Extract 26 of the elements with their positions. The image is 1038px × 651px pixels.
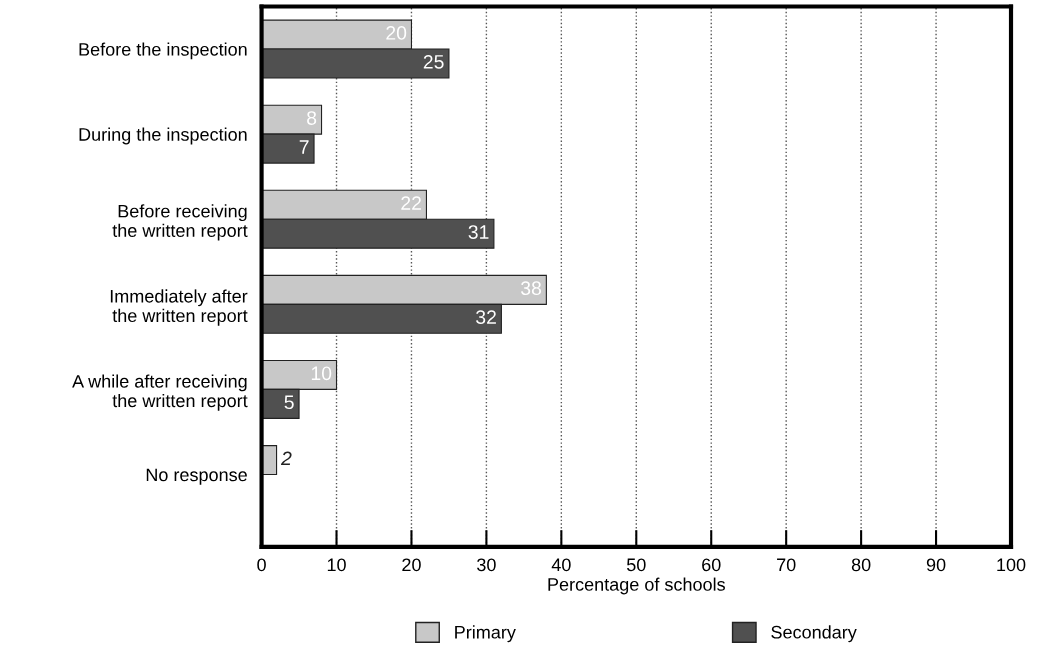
y-tick-label: Immediately after the written report [110,289,248,326]
x-tick-label: 40 [551,558,571,572]
y-tick-label: Before the inspection [79,42,247,60]
x-tick-label: 10 [327,558,346,572]
x-tick-label: 90 [926,558,946,572]
data-label: 25 [423,54,444,69]
x-tick-label: 60 [702,558,721,572]
x-tick-label: 70 [777,558,796,572]
data-label: 7 [299,140,309,154]
x-tick-label: 0 [257,558,266,572]
data-label: 5 [284,395,294,410]
data-label: 32 [476,310,496,325]
x-tick-label: 30 [477,558,496,572]
legend-label: Primary [455,625,516,643]
y-tick-label: A while after receiving the written report [72,374,248,411]
x-tick-label: 20 [402,558,421,572]
x-tick-label: 50 [626,558,646,572]
x-axis-title: Percentage of schools [548,577,725,595]
x-tick-label: 100 [997,558,1026,572]
data-label: 31 [468,225,489,239]
y-tick-label: During the inspection [79,127,247,145]
legend-label: Secondary [771,625,857,643]
data-label: 2 [280,451,292,466]
y-tick-label: Before receiving the written report [112,204,248,241]
y-tick-label: No response [146,468,247,485]
x-tick-label: 80 [851,558,871,572]
